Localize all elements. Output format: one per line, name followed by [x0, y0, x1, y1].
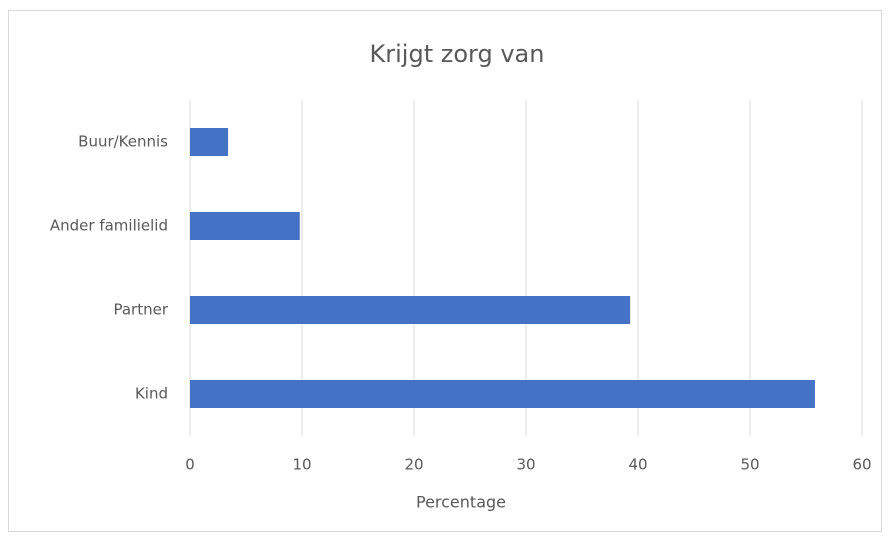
y-tick-label: Partner: [113, 301, 168, 319]
x-tick-label: 20: [404, 456, 423, 474]
y-tick-label: Buur/Kennis: [78, 133, 168, 151]
bar: [190, 128, 229, 156]
x-tick-label: 60: [852, 456, 871, 474]
chart-frame: [8, 10, 882, 532]
x-tick-label: 0: [185, 456, 195, 474]
y-tick-label: Kind: [135, 385, 168, 403]
bar: [190, 212, 300, 240]
bar: [190, 380, 815, 408]
x-axis-title: Percentage: [416, 493, 506, 512]
chart-title: Krijgt zorg van: [370, 40, 545, 68]
y-tick-label: Ander familielid: [50, 217, 168, 235]
x-tick-label: 40: [628, 456, 647, 474]
bar: [190, 296, 631, 324]
x-tick-label: 30: [516, 456, 535, 474]
x-tick-label: 10: [292, 456, 311, 474]
x-tick-label: 50: [740, 456, 759, 474]
